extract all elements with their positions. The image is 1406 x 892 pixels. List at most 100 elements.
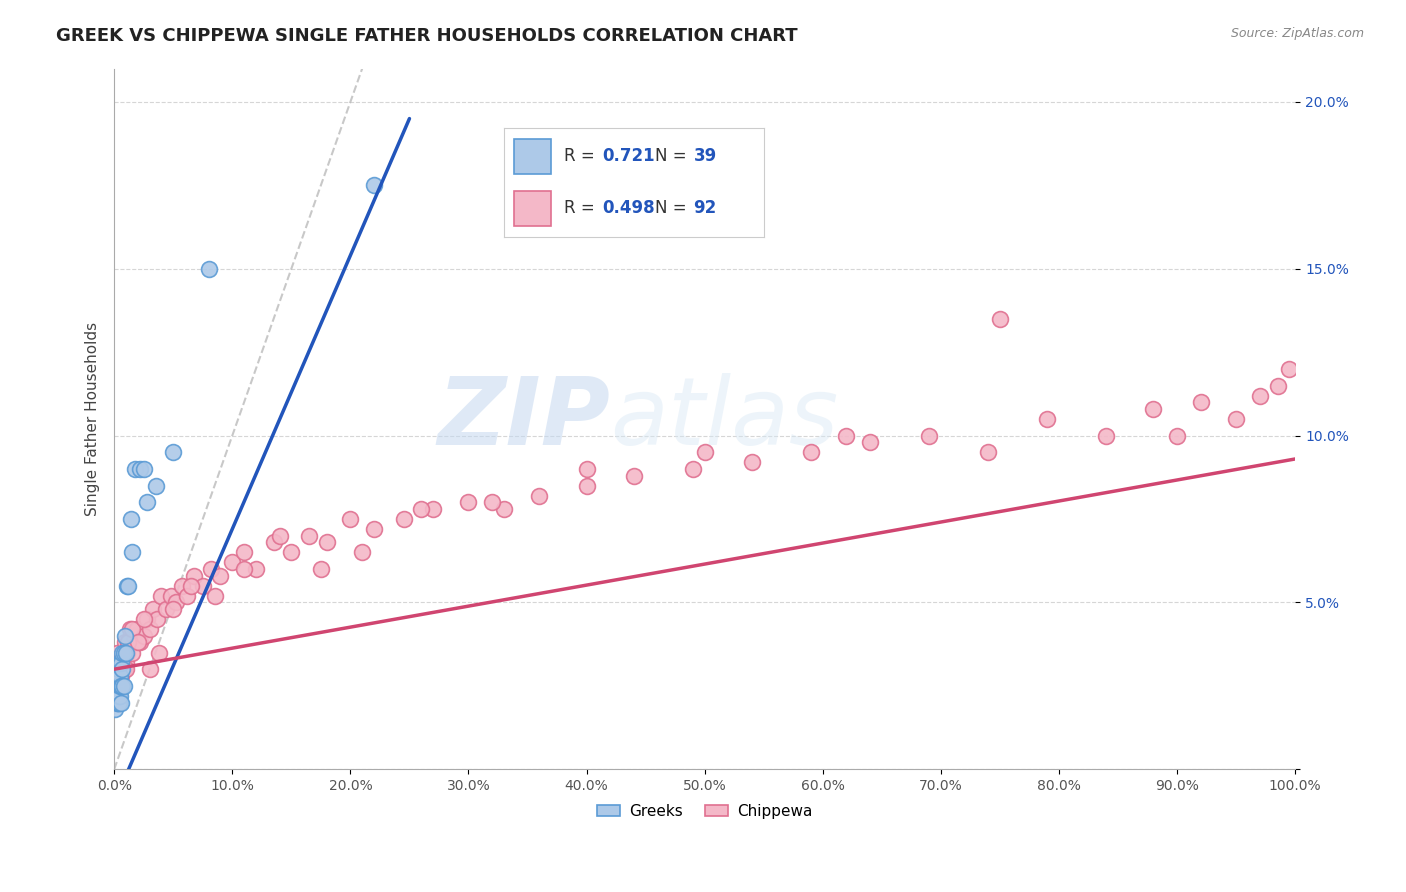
Point xyxy=(148,646,170,660)
Point xyxy=(110,669,132,683)
Point xyxy=(155,602,177,616)
Point xyxy=(112,662,135,676)
Point xyxy=(200,562,222,576)
Point xyxy=(411,502,433,516)
Point xyxy=(221,555,243,569)
Point xyxy=(481,495,503,509)
Point xyxy=(108,669,131,683)
Point xyxy=(115,662,138,676)
Point xyxy=(108,679,131,693)
Point xyxy=(112,679,135,693)
Point xyxy=(138,662,160,676)
Point xyxy=(162,602,184,616)
Point xyxy=(162,445,184,459)
Legend: Greeks, Chippewa: Greeks, Chippewa xyxy=(591,797,818,825)
Point xyxy=(142,602,165,616)
Point xyxy=(125,622,148,636)
Point xyxy=(422,502,444,516)
Point xyxy=(160,589,183,603)
Point xyxy=(529,489,551,503)
Point xyxy=(105,646,128,660)
Point xyxy=(115,646,138,660)
Point xyxy=(105,696,128,710)
Point xyxy=(118,622,141,636)
Point xyxy=(129,462,152,476)
Point xyxy=(204,589,226,603)
Point xyxy=(108,656,131,670)
Point xyxy=(105,689,128,703)
Point xyxy=(183,568,205,582)
Point xyxy=(108,689,131,703)
Point xyxy=(682,462,704,476)
Point xyxy=(111,646,134,660)
Point xyxy=(108,669,131,683)
Point xyxy=(108,669,131,683)
Point xyxy=(110,656,132,670)
Point xyxy=(121,622,143,636)
Point xyxy=(108,679,131,693)
Point xyxy=(107,662,129,676)
Point xyxy=(339,512,361,526)
Point xyxy=(245,562,267,576)
Point xyxy=(132,629,155,643)
Point xyxy=(132,612,155,626)
Point xyxy=(110,662,132,676)
Point xyxy=(392,512,415,526)
Point xyxy=(114,629,136,643)
Point xyxy=(176,589,198,603)
Point xyxy=(108,656,131,670)
Point xyxy=(138,622,160,636)
Point xyxy=(209,568,232,582)
Point xyxy=(165,595,187,609)
Point xyxy=(1166,428,1188,442)
Point xyxy=(575,478,598,492)
Point xyxy=(492,502,515,516)
Point xyxy=(132,462,155,476)
Point xyxy=(105,656,128,670)
Point xyxy=(136,612,159,626)
Point xyxy=(124,462,146,476)
Point xyxy=(110,679,132,693)
Point xyxy=(107,689,129,703)
Point xyxy=(363,178,385,193)
Point xyxy=(363,522,385,536)
Point xyxy=(233,545,256,559)
Text: GREEK VS CHIPPEWA SINGLE FATHER HOUSEHOLDS CORRELATION CHART: GREEK VS CHIPPEWA SINGLE FATHER HOUSEHOL… xyxy=(56,27,797,45)
Point xyxy=(269,529,291,543)
Point xyxy=(107,689,129,703)
Point xyxy=(918,428,941,442)
Point xyxy=(988,311,1011,326)
Point xyxy=(309,562,332,576)
Point xyxy=(859,435,882,450)
Point xyxy=(107,679,129,693)
Point xyxy=(121,545,143,559)
Point xyxy=(1267,378,1289,392)
Point xyxy=(298,529,321,543)
Point xyxy=(108,696,131,710)
Point xyxy=(108,679,131,693)
Point xyxy=(107,696,129,710)
Point xyxy=(191,579,214,593)
Point xyxy=(352,545,374,559)
Point xyxy=(1095,428,1118,442)
Point xyxy=(1278,362,1301,376)
Point xyxy=(315,535,337,549)
Point xyxy=(104,679,127,693)
Point xyxy=(121,646,143,660)
Point xyxy=(1189,395,1212,409)
Point xyxy=(117,635,139,649)
Point xyxy=(1225,412,1247,426)
Point xyxy=(105,679,128,693)
Point xyxy=(835,428,858,442)
Point xyxy=(104,689,127,703)
Point xyxy=(623,468,645,483)
Point xyxy=(108,689,131,703)
Point xyxy=(180,579,202,593)
Point xyxy=(115,579,138,593)
Point xyxy=(197,261,219,276)
Point xyxy=(150,589,173,603)
Point xyxy=(1142,401,1164,416)
Point xyxy=(575,462,598,476)
Point xyxy=(117,579,139,593)
Point xyxy=(1249,388,1271,402)
